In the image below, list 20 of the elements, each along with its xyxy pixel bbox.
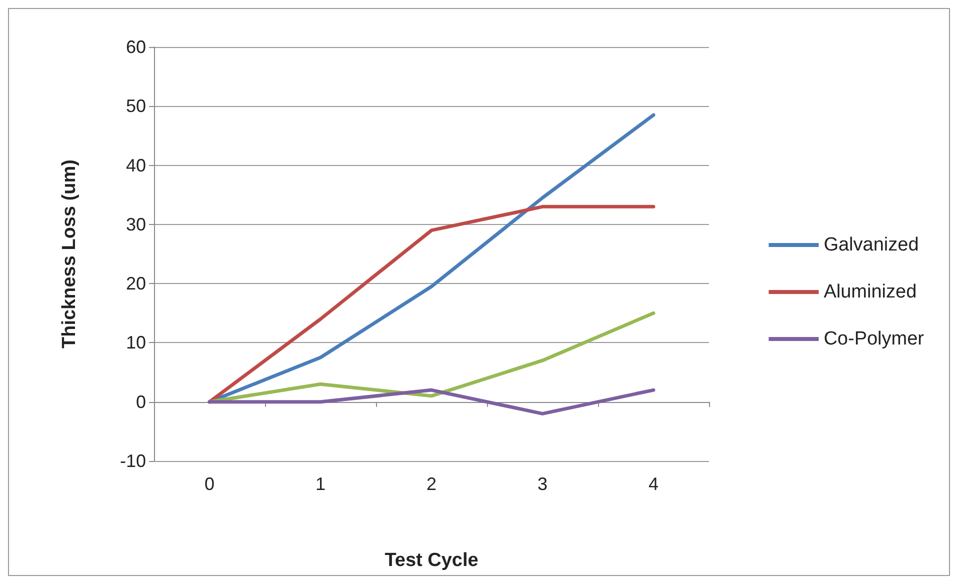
y-tick-label: 0 — [136, 392, 146, 412]
y-tick-label: 20 — [126, 274, 146, 294]
line-series — [208, 311, 656, 404]
y-tick-label: 50 — [126, 96, 146, 116]
x-tick-label: 4 — [648, 474, 659, 494]
x-tick-label: 2 — [426, 474, 437, 494]
legend-label: Aluminized — [824, 282, 917, 302]
legend-label: Galvanized — [824, 234, 919, 256]
y-tick-label: -10 — [120, 451, 146, 471]
x-axis-title: Test Cycle — [384, 550, 478, 571]
y-tick-label: 10 — [126, 332, 146, 353]
y-axis-title: Thickness Loss (um) — [59, 160, 80, 348]
x-tick-label: 0 — [204, 474, 215, 494]
x-tick-label: 1 — [315, 474, 326, 494]
legend-label: Co-Polymer — [824, 328, 925, 350]
y-tick-label: 40 — [126, 155, 146, 176]
line-series — [208, 204, 656, 404]
y-tick-label: 30 — [126, 214, 146, 234]
y-tick-label: 60 — [126, 37, 146, 57]
x-tick-label: 3 — [537, 474, 548, 494]
